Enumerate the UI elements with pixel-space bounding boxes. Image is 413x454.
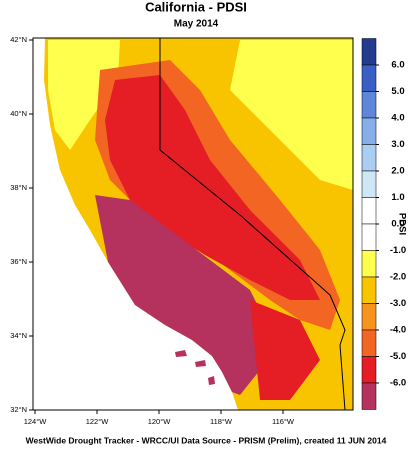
colorbar-swatch xyxy=(361,356,377,384)
extreme-1 xyxy=(105,75,320,300)
colorbar-label: 4.0 xyxy=(391,113,404,124)
title: California - PDSI xyxy=(145,0,247,14)
island-1 xyxy=(175,350,187,357)
lat-label: 34°N xyxy=(10,331,27,340)
dry-north xyxy=(48,40,120,150)
lon-label: 118°W xyxy=(210,417,233,426)
island-2 xyxy=(195,360,206,367)
lon-label: 122°W xyxy=(86,417,110,426)
lon-label: 116°W xyxy=(272,417,295,426)
island-3 xyxy=(208,376,215,385)
colorbar-label: 1.0 xyxy=(391,192,404,203)
colorbar-swatch xyxy=(361,329,377,357)
lon-label: 120°W xyxy=(148,417,172,426)
colorbar-label: -3.0 xyxy=(390,298,406,309)
colorbar-swatch xyxy=(361,276,377,304)
colorbar-label: -5.0 xyxy=(390,351,406,362)
lat-label: 32°N xyxy=(10,405,27,414)
lat-label: 40°N xyxy=(10,109,27,118)
colorbar-swatch xyxy=(361,64,377,92)
colorbar-swatch xyxy=(361,38,377,66)
lat-label: 38°N xyxy=(10,183,27,192)
colorbar-label: -2.0 xyxy=(390,272,406,283)
colorbar-swatch xyxy=(361,250,377,278)
footer: WestWide Drought Tracker - WRCC/UI Data … xyxy=(26,435,387,445)
lon-label: 124°W xyxy=(24,417,48,426)
map xyxy=(32,37,354,411)
colorbar-swatch xyxy=(361,144,377,172)
exceptional xyxy=(95,195,270,395)
colorbar-label: 5.0 xyxy=(391,86,404,97)
colorbar-label: -6.0 xyxy=(390,378,406,389)
frame xyxy=(32,37,354,411)
colorbar: 6.0 5.0 4.0 3.0 2.0 1.0 0.0 -1.0 -2.0 -3.0 -4.0 -5.… xyxy=(361,38,406,410)
colorbar-label: 3.0 xyxy=(391,139,404,150)
colorbar-label: 0.0 xyxy=(391,219,404,230)
colorbar-label: 2.0 xyxy=(391,166,404,177)
colorbar-label: -1.0 xyxy=(390,245,406,256)
subtitle: May 2014 xyxy=(174,19,219,30)
colorbar-label: 6.0 xyxy=(391,60,404,71)
colorbar-swatch xyxy=(361,303,377,331)
lat-label: 42°N xyxy=(10,35,27,44)
colorbar-swatch xyxy=(361,91,377,119)
colorbar-swatch xyxy=(361,170,377,198)
dry-east xyxy=(230,40,353,190)
extreme-2 xyxy=(250,300,320,400)
colorbar-title: PDSI xyxy=(396,213,407,235)
colorbar-swatch xyxy=(361,382,377,410)
colorbar-swatch xyxy=(361,117,377,145)
colorbar-swatch xyxy=(361,197,377,225)
lat-label: 36°N xyxy=(10,257,27,266)
colorbar-swatch xyxy=(361,223,377,251)
state-border xyxy=(159,38,346,411)
colorbar-label: -4.0 xyxy=(390,325,406,336)
